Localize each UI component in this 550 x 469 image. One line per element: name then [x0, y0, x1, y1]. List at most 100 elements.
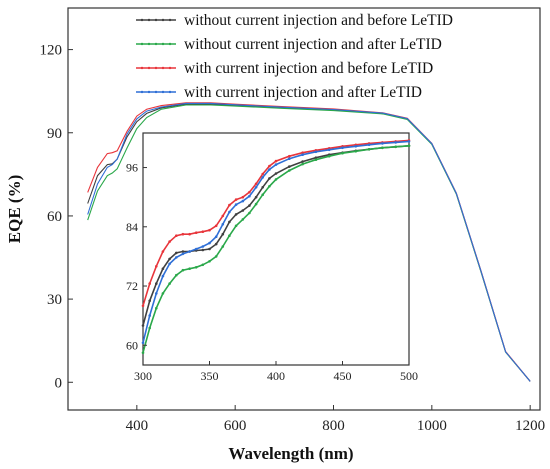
- inset-point: [341, 151, 344, 155]
- inset-point: [234, 203, 238, 206]
- y-axis-title: EQE (%): [5, 175, 24, 243]
- inset-ticks-group: 300 350 400 450 500 60 72 84 96: [126, 161, 418, 383]
- inset-point: [268, 177, 271, 180]
- inset-point: [248, 211, 251, 215]
- legend-swatch-marker: [168, 42, 172, 46]
- inset-point: [254, 182, 258, 186]
- inset-point: [394, 145, 398, 149]
- legend-swatch-marker: [140, 18, 144, 22]
- legend-swatch-marker: [154, 18, 158, 22]
- legend-swatch-marker: [168, 90, 172, 94]
- inset-point: [314, 156, 318, 159]
- inset-point: [314, 150, 318, 154]
- inset-point: [188, 250, 191, 253]
- inset-point: [254, 195, 258, 199]
- main-plot-area: [67, 7, 541, 411]
- inset-plot-area: [142, 132, 410, 366]
- legend-label-4: with current injection and after LeTID: [184, 84, 422, 101]
- inset-point: [288, 165, 291, 168]
- inset-point: [188, 267, 191, 271]
- inset-point: [394, 141, 398, 144]
- inset-point: [274, 159, 278, 163]
- inset-plot-frame: [142, 132, 410, 366]
- main-y-tick-label: 120: [40, 43, 63, 59]
- inset-point: [155, 292, 158, 295]
- inset-point: [201, 248, 205, 252]
- inset-point: [214, 255, 218, 258]
- main-y-tick-label: 90: [47, 126, 62, 142]
- inset-point: [155, 306, 158, 310]
- inset-x-tick-label: 350: [201, 369, 219, 383]
- inset-point: [168, 262, 171, 266]
- inset-point: [201, 245, 205, 248]
- main-x-tick-label: 1000: [417, 418, 447, 434]
- inset-y-tick-label: 96: [126, 161, 138, 175]
- legend-swatch-marker: [154, 66, 158, 70]
- inset-point: [248, 190, 251, 194]
- inset-point: [168, 282, 171, 285]
- inset-point: [314, 158, 318, 161]
- legend-swatch-marker: [161, 42, 165, 46]
- inset-point: [175, 256, 178, 259]
- inset-point: [168, 257, 171, 261]
- inset-point: [221, 223, 225, 226]
- inset-point: [248, 194, 251, 198]
- inset-point: [234, 198, 238, 201]
- inset-point: [208, 260, 211, 263]
- inset-point: [181, 232, 185, 236]
- inset-point: [248, 204, 251, 207]
- inset-point: [381, 142, 384, 145]
- inset-point: [354, 145, 358, 148]
- legend-swatch-marker: [161, 90, 165, 94]
- legend-swatch-marker: [168, 18, 172, 22]
- inset-point: [161, 274, 165, 278]
- inset-y-tick-label: 60: [126, 338, 138, 352]
- legend-label-1: without current injection and before LeT…: [184, 12, 453, 29]
- inset-point: [261, 176, 265, 179]
- inset-point: [228, 210, 231, 214]
- inset-point: [367, 143, 371, 147]
- inset-point: [381, 146, 384, 150]
- legend-swatch-marker: [140, 90, 144, 94]
- main-y-tick-label: 60: [47, 209, 62, 225]
- inset-point: [148, 299, 151, 303]
- legend-swatch-marker: [147, 90, 151, 94]
- inset-point: [241, 195, 245, 199]
- legend-swatch-marker: [147, 66, 151, 70]
- main-x-tick-label: 600: [224, 418, 247, 434]
- inset-point: [141, 341, 145, 345]
- inset-point: [194, 247, 198, 251]
- inset-point: [214, 224, 218, 228]
- inset-point: [228, 220, 231, 224]
- inset-point: [214, 242, 218, 246]
- main-plot-frame: [67, 7, 541, 411]
- inset-point: [261, 193, 265, 196]
- main-y-tick-label: 0: [55, 375, 63, 391]
- inset-point: [254, 186, 258, 189]
- inset-point: [161, 250, 165, 253]
- inset-x-tick-label: 450: [334, 369, 352, 383]
- x-axis-title: Wavelength (nm): [228, 444, 353, 463]
- inset-point: [148, 282, 151, 285]
- main-series-line-4: [87, 102, 531, 382]
- legend-swatch-marker: [154, 42, 158, 46]
- main-x-tick-label: 1200: [515, 418, 545, 434]
- inset-point: [175, 251, 178, 255]
- inset-point: [367, 148, 371, 151]
- legend-swatch-marker: [168, 66, 172, 70]
- inset-point: [261, 172, 265, 176]
- legend-swatch-marker: [161, 66, 165, 70]
- inset-point: [254, 202, 258, 206]
- inset-point: [301, 162, 304, 166]
- inset-point: [407, 140, 411, 143]
- inset-point: [234, 213, 238, 216]
- legend-swatch-marker: [140, 42, 144, 46]
- inset-point: [155, 265, 158, 268]
- inset-point: [288, 157, 291, 160]
- inset-point: [268, 185, 271, 188]
- main-y-tick-label: 30: [47, 292, 62, 308]
- legend-label-3: with current injection and before LeTID: [184, 60, 433, 77]
- main-x-tick-label: 400: [126, 418, 149, 434]
- inset-point: [175, 234, 178, 237]
